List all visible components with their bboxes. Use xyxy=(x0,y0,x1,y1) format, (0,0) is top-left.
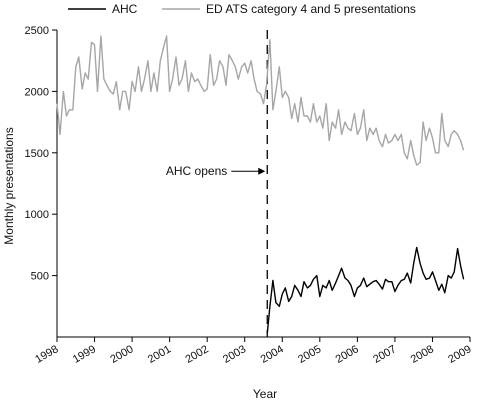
x-tick-label: 2008 xyxy=(409,343,436,366)
y-tick-label: 1000 xyxy=(25,209,49,221)
x-tick-label: 2007 xyxy=(371,343,398,366)
y-tick-label: 1500 xyxy=(25,148,49,160)
annotation-arrowhead xyxy=(258,167,266,175)
x-tick-label: 1998 xyxy=(33,343,60,366)
x-tick-label: 2004 xyxy=(259,343,286,366)
x-tick-label: 2005 xyxy=(296,343,323,366)
y-tick-label: 2500 xyxy=(25,25,49,37)
x-tick-label: 2003 xyxy=(221,343,248,366)
legend-label-ahc: AHC xyxy=(112,2,138,16)
x-tick-label: 2002 xyxy=(183,343,210,366)
series-line-ahc xyxy=(266,246,465,334)
y-axis-title: Monthly presentations xyxy=(2,127,16,244)
y-ticks: 500 1000 1500 2000 2500 xyxy=(25,25,57,283)
y-tick-label: 2000 xyxy=(25,86,49,98)
x-tick-label: 2001 xyxy=(146,343,173,366)
legend: AHC ED ATS category 4 and 5 presentation… xyxy=(68,2,416,16)
y-tick-label: 500 xyxy=(31,271,49,283)
x-tick-label: 2006 xyxy=(334,343,361,366)
x-tick-label: 2000 xyxy=(108,343,135,366)
x-axis-title: Year xyxy=(253,387,277,401)
x-tick-label: 2009 xyxy=(446,343,473,366)
annotation-label: AHC opens xyxy=(166,164,227,178)
series-line-ed-ats xyxy=(56,35,465,166)
x-ticks: 1998 1999 2000 2001 2002 2003 2004 2005 2006 2007… xyxy=(33,337,474,366)
x-tick-label: 1999 xyxy=(71,343,98,366)
legend-label-ed-ats: ED ATS category 4 and 5 presentations xyxy=(206,2,416,16)
